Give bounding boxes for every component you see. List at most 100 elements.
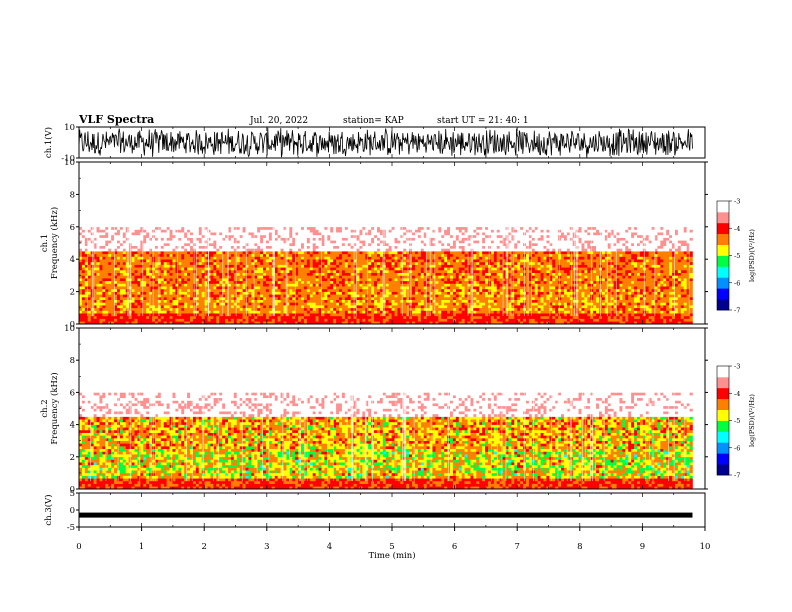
ch1-cell — [219, 256, 223, 260]
ch1-cell — [87, 310, 91, 314]
ch1-cell — [116, 313, 121, 317]
ch1-cell — [166, 305, 170, 309]
ch1-cell — [219, 191, 223, 195]
ch1-cell — [213, 210, 217, 214]
ch1-cell — [263, 307, 267, 311]
ch1-cell — [160, 226, 165, 230]
ch1-cell — [146, 175, 150, 179]
ch1-cell — [84, 234, 89, 238]
ch1-cell — [233, 197, 238, 201]
ch1-cell — [306, 202, 311, 206]
ch1-cell — [102, 261, 106, 265]
ch1-cell — [260, 229, 264, 233]
ch1-cell — [181, 205, 185, 209]
ch1-cell — [230, 294, 235, 298]
ch1-cell — [111, 302, 115, 306]
ch1-cell — [169, 264, 173, 268]
ch1-cell — [213, 313, 217, 317]
ch1-cell — [160, 199, 165, 203]
ch1-cell — [239, 205, 243, 209]
ch1-cell — [301, 305, 305, 309]
ch1-cell — [254, 291, 258, 295]
ch1-cell — [160, 256, 165, 260]
ch1-cell — [149, 307, 153, 311]
ch1-cell — [295, 216, 299, 219]
ch1-cell — [295, 170, 299, 174]
ch1-cell — [140, 280, 144, 284]
ch1-cell — [260, 213, 264, 217]
ch1-cell — [257, 234, 261, 238]
ch1-cell — [216, 256, 220, 260]
ch1-cell — [149, 275, 153, 279]
ch1-cell — [79, 297, 83, 300]
ch1-cell — [239, 286, 243, 290]
ch1-cell — [222, 183, 226, 187]
ch1-cell — [227, 288, 232, 292]
ch1-cell — [210, 189, 214, 192]
ch1-cell — [146, 240, 150, 244]
ch1-cell — [160, 294, 165, 298]
ch1-cell — [236, 243, 240, 246]
ch1-cell — [309, 259, 314, 263]
ch1-cell — [289, 251, 293, 255]
ch1-cell — [154, 207, 159, 211]
ch1-cell — [79, 299, 83, 303]
ch1-cell — [160, 275, 165, 279]
ch1-cell — [93, 305, 97, 309]
ch1-cell — [184, 175, 188, 179]
ch1-cell — [131, 216, 135, 219]
ch1-cell — [292, 210, 296, 214]
ch1-cell — [201, 199, 205, 203]
ch1-cell — [301, 180, 305, 184]
ch1-cell — [146, 205, 150, 209]
ch1-cell — [184, 178, 188, 182]
ch1-cell — [318, 321, 322, 325]
ch1-cell — [207, 207, 211, 211]
ch1-cell — [178, 305, 182, 309]
ch1-cell — [99, 286, 103, 290]
ch1-cell — [230, 267, 235, 271]
ch1-cell — [309, 291, 314, 295]
ch1-cell — [166, 321, 170, 325]
ch1-cell — [114, 189, 118, 192]
ch1-cell — [242, 210, 246, 214]
ch1-cell — [315, 253, 319, 257]
ch1-cell — [154, 261, 159, 265]
ch1-cell — [134, 218, 138, 222]
ch1-cell — [283, 251, 287, 255]
ch1-cell — [163, 245, 167, 249]
ch1-cell — [146, 286, 150, 290]
ch1-cell — [315, 283, 319, 287]
ch1-cell — [289, 189, 293, 192]
ch1-cell — [286, 180, 290, 184]
ch1-cell — [230, 237, 235, 241]
ch1-cell — [178, 218, 182, 222]
ch1-cell — [90, 307, 94, 311]
ch1-cell — [175, 180, 179, 184]
ch1-cell — [195, 199, 200, 203]
ch1-cell — [105, 264, 109, 268]
ch1-cell — [181, 191, 185, 195]
ch1-cell — [157, 175, 162, 179]
ch1-cell — [210, 218, 214, 222]
ch1-cell — [265, 253, 270, 257]
ch1-cell — [312, 305, 316, 309]
ch1-cell — [277, 207, 281, 211]
ch1-cell — [195, 280, 200, 284]
ch1-cell — [277, 199, 281, 203]
ch1-cell — [242, 280, 246, 284]
ch1-cell — [81, 205, 86, 209]
ch1-cell — [79, 280, 83, 284]
ch1-cell — [260, 261, 264, 265]
ch1-cell — [119, 216, 124, 219]
ch1-cell — [201, 207, 205, 211]
ch1-cell — [169, 162, 173, 165]
ch1-cell — [233, 315, 238, 319]
ch1-cell — [274, 197, 278, 201]
ch1-cell — [306, 218, 311, 222]
ch1-cell — [298, 221, 302, 225]
ch1-cell — [292, 224, 296, 228]
ch1-cell — [166, 283, 170, 287]
ch1-cell — [309, 216, 314, 219]
ch1-cell — [260, 310, 264, 314]
